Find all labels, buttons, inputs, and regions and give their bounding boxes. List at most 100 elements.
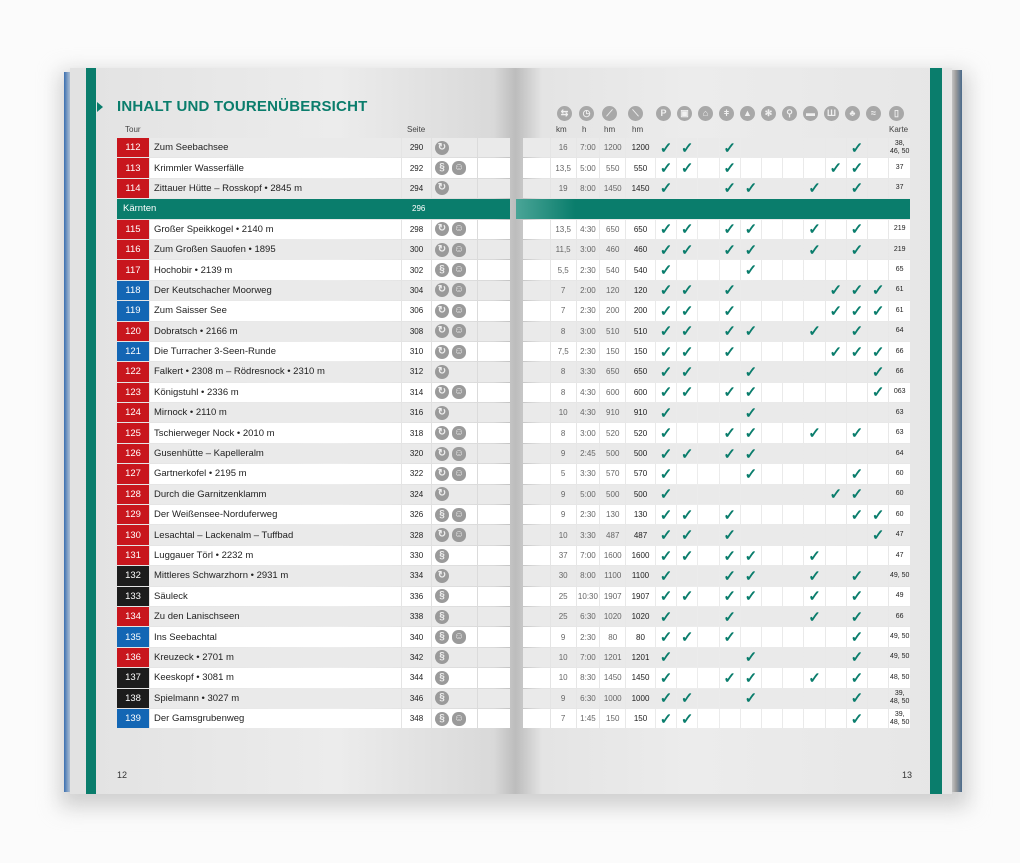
- check-icon: ✓: [655, 219, 677, 239]
- map-number: 49, 50: [889, 566, 911, 586]
- duration-h: 3:30: [576, 362, 600, 382]
- empty-cell: [804, 627, 825, 647]
- map-number: 60: [889, 464, 911, 484]
- empty-cell: [761, 341, 783, 362]
- descent-hm: 1201: [626, 647, 655, 668]
- spacer-cell: [478, 708, 510, 729]
- page-title: INHALT UND TOURENÜBERSICHT: [117, 98, 368, 115]
- check-icon: ✓: [846, 321, 868, 341]
- check-icon: ✓: [655, 647, 677, 668]
- spacer-cell: [478, 627, 510, 647]
- empty-cell: [783, 321, 804, 341]
- empty-cell: [804, 301, 825, 321]
- spacer-cell: [523, 158, 550, 178]
- accent-strip-left: [86, 68, 96, 794]
- check-icon: ✓: [825, 484, 846, 505]
- tour-name: Krimmler Wasserfälle: [150, 158, 401, 178]
- duration-h: 7:00: [576, 138, 600, 158]
- descent-hm: 600: [626, 382, 655, 403]
- tour-number: 118: [117, 280, 149, 301]
- check-icon: ✓: [719, 423, 740, 443]
- descent-hm: 500: [626, 443, 655, 464]
- tour-row: 119 Zum Saisser See 306 ↻ ☺: [117, 301, 510, 321]
- tour-page: 346: [402, 688, 431, 708]
- empty-cell: [825, 382, 846, 403]
- tour-type-icons: ↻ ☺: [432, 443, 477, 464]
- check-icon: ✓: [846, 688, 868, 708]
- empty-cell: [783, 219, 804, 239]
- loop-route-icon: ↻: [435, 283, 449, 298]
- check-icon: ✓: [677, 138, 698, 158]
- empty-cell: [783, 484, 804, 505]
- spacer-cell: [478, 423, 510, 443]
- linear-route-icon: §: [435, 507, 449, 522]
- distance-km: 8: [550, 382, 576, 403]
- duration-h: 8:30: [576, 668, 600, 688]
- tour-row: 133 Säuleck 336 §: [117, 586, 510, 606]
- empty-cell: [740, 138, 761, 158]
- spacer-cell: [478, 606, 510, 627]
- tour-stats-row: 9 2:45 500 500 ✓ ✓ ✓ ✓ 64: [523, 443, 911, 464]
- empty-cell: [804, 260, 825, 280]
- loop-route-icon: ↻: [435, 466, 449, 481]
- descent-hm: 520: [626, 423, 655, 443]
- empty-cell: [761, 647, 783, 668]
- empty-cell: [804, 382, 825, 403]
- duration-h: 4:30: [576, 403, 600, 423]
- check-icon: ✓: [655, 403, 677, 423]
- tour-number: 117: [117, 260, 149, 280]
- tour-type-icons: ↻ ☺: [432, 219, 477, 239]
- duration-h: 2:30: [576, 260, 600, 280]
- tour-row: 122 Falkert • 2308 m – Rödresnock • 2310 …: [117, 362, 510, 382]
- check-icon: ✓: [740, 668, 761, 688]
- family-friendly-icon: ☺: [452, 711, 466, 726]
- empty-cell: [761, 688, 783, 708]
- check-icon: ✓: [740, 423, 761, 443]
- empty-cell: [698, 464, 719, 484]
- distance-km: 11,5: [550, 239, 576, 260]
- check-icon: ✓: [868, 505, 889, 525]
- check-icon: ✓: [846, 464, 868, 484]
- empty-cell: [783, 362, 804, 382]
- empty-cell: [868, 708, 889, 729]
- duration-h: 7:00: [576, 647, 600, 668]
- family-friendly-icon: ☺: [452, 161, 466, 176]
- tour-number: 113: [117, 158, 149, 178]
- spacer-cell: [478, 647, 510, 668]
- descent-hm: 120: [626, 280, 655, 301]
- section-row-kaernten: Kärnten 296: [117, 199, 510, 219]
- tour-name: Lesachtal – Lackenalm – Tuffbad: [150, 525, 401, 545]
- map-number: 61: [889, 280, 911, 301]
- check-icon: ✓: [655, 627, 677, 647]
- accent-strip-right: [930, 68, 942, 794]
- check-icon: ✓: [740, 260, 761, 280]
- descent-hm: 1450: [626, 178, 655, 199]
- map-number: 47: [889, 545, 911, 566]
- distance-km: 7: [550, 708, 576, 729]
- tour-number: 126: [117, 443, 149, 464]
- check-icon: ✓: [655, 382, 677, 403]
- empty-cell: [677, 403, 698, 423]
- check-icon: ✓: [677, 505, 698, 525]
- loop-route-icon: ↻: [435, 140, 449, 155]
- loop-route-icon: ↻: [435, 446, 449, 461]
- duration-h: 5:00: [576, 484, 600, 505]
- loop-route-icon: ↻: [435, 528, 449, 543]
- spacer-cell: [478, 301, 510, 321]
- ascent-hm: 1907: [600, 586, 626, 606]
- section-strip-right: [516, 199, 910, 219]
- book-edge-right: [950, 70, 962, 792]
- tour-row: 114 Zittauer Hütte – Rosskopf • 2845 m 294…: [117, 178, 510, 199]
- check-icon: ✓: [846, 178, 868, 199]
- tour-row: 112 Zum Seebachsee 290 ↻: [117, 138, 510, 158]
- check-icon: ✓: [719, 606, 740, 627]
- tour-stats-row: 13,5 4:30 650 650 ✓ ✓ ✓ ✓ ✓ ✓ 219: [523, 219, 911, 239]
- check-icon: ✓: [719, 627, 740, 647]
- empty-cell: [868, 178, 889, 199]
- section-label: Kärnten: [123, 203, 157, 215]
- empty-cell: [761, 158, 783, 178]
- empty-cell: [825, 505, 846, 525]
- distance-km: 13,5: [550, 158, 576, 178]
- tour-number: 131: [117, 545, 149, 566]
- spacer-cell: [523, 403, 550, 423]
